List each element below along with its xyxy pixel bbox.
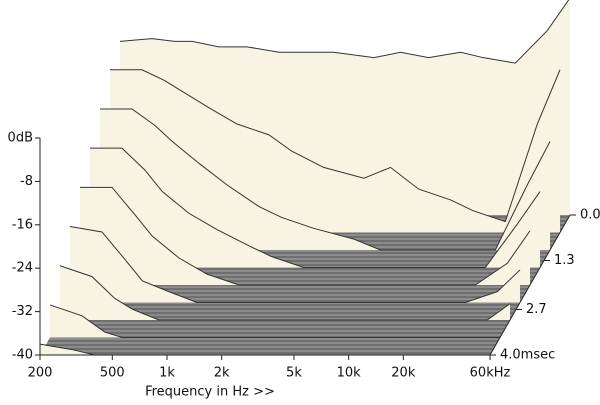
z-axis: [489, 214, 571, 356]
y-tick-label: -32: [12, 304, 33, 319]
y-tick-label: -16: [12, 217, 33, 232]
slice-fill: [100, 108, 550, 250]
y-tick-label: -8: [20, 174, 33, 189]
x-axis-label: Frequency in Hz >>: [145, 385, 275, 400]
x-tick-label: 2k: [214, 366, 230, 381]
slice-line: [69, 226, 521, 303]
slice-line: [49, 304, 500, 338]
x-tick-label: 60kHz: [470, 366, 511, 381]
x-tick-label: 5k: [286, 366, 302, 381]
axes: 0dB -8 -16 -24 -32 -40 200 500 1k 2k 5k 10k 20k 60kHz…: [8, 131, 600, 381]
slice-line: [80, 186, 531, 286]
slice-fill: [90, 148, 540, 268]
x-tick-label: 20k: [391, 366, 416, 381]
slice-line: [100, 108, 551, 251]
slice-fill: [50, 304, 500, 338]
z-tick-label: 4.0msec: [500, 348, 555, 363]
slices: [39, 0, 570, 356]
slice-line: [110, 69, 561, 223]
slice-fill: [60, 265, 510, 320]
slice-line: [59, 265, 511, 321]
x-tick-label: 500: [100, 366, 125, 381]
y-tick-label: 0dB: [8, 131, 33, 146]
slice-line: [119, 0, 570, 64]
x-tick-label: 1k: [159, 366, 175, 381]
z-tick-label: 2.7: [526, 302, 547, 317]
y-tick-label: -40: [12, 348, 33, 363]
slice-fill: [70, 226, 520, 303]
slice-fill: [40, 344, 490, 355]
z-tick-label: 0.0: [580, 208, 600, 223]
slice-line: [90, 147, 541, 268]
x-tick-label: 10k: [337, 366, 362, 381]
x-tick-label: 200: [28, 366, 53, 381]
z-tick-label: 1.3: [554, 253, 575, 268]
y-tick-label: -24: [12, 261, 33, 276]
